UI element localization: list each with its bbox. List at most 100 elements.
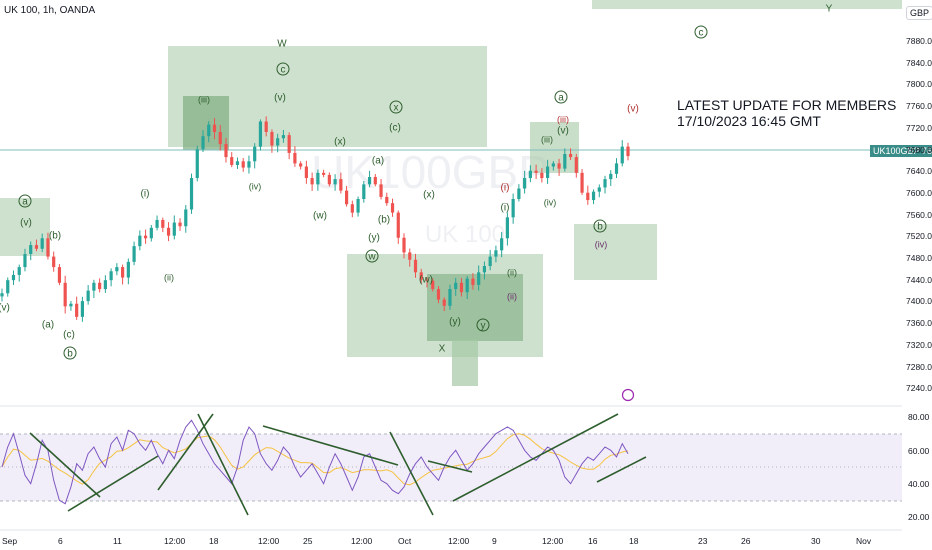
candle-body (620, 146, 624, 164)
wave-label[interactable]: a (558, 93, 564, 104)
rsi-axis-tick: 60.00 (908, 446, 930, 456)
wave-labels[interactable]: Wc (v) x (c) (iii) (iv) (x) (w) (a) (b) (y) w (x) (w)… (0, 4, 833, 402)
wave-label[interactable]: (v) (627, 104, 639, 115)
wave-label[interactable]: (x) (423, 190, 435, 201)
rsi-trendlines[interactable] (29, 413, 647, 516)
candle-body (109, 271, 113, 281)
time-axis-tick: 23 (698, 536, 708, 546)
candle-body (379, 184, 383, 197)
wave-label[interactable]: (i) (501, 183, 510, 194)
candle-body (155, 219, 159, 228)
wave-label[interactable]: (y) (368, 233, 380, 244)
wave-label[interactable]: b (67, 349, 73, 360)
candle-body (626, 146, 630, 157)
wave-label[interactable]: (ii) (507, 268, 517, 278)
price-axis-tick: 7720.0 (906, 122, 932, 133)
wave-label[interactable]: (i) (141, 189, 150, 200)
price-axis[interactable] (902, 0, 932, 550)
wave-label[interactable]: W (277, 39, 287, 50)
wave-label[interactable]: (v) (20, 218, 32, 229)
wave-label[interactable]: (b) (378, 215, 390, 226)
wave-label[interactable]: y (481, 321, 486, 332)
alert-icon[interactable] (621, 388, 635, 402)
wave-label[interactable]: (v) (274, 93, 286, 104)
wave-label[interactable]: (c) (389, 123, 401, 134)
wave-label[interactable]: (v) (0, 303, 10, 314)
candle-body (281, 135, 286, 139)
wave-label[interactable]: Y (826, 4, 833, 15)
candle-body (465, 278, 469, 293)
wave-label[interactable]: (iii) (557, 115, 569, 125)
wave-label[interactable]: (c) (63, 330, 75, 341)
rsi-trendline[interactable] (197, 413, 249, 516)
time-axis-tick: Sep (2, 536, 18, 546)
candle-body (52, 256, 56, 268)
rsi-trendline[interactable] (452, 413, 619, 502)
rsi-trendline[interactable] (67, 455, 159, 512)
zone-boxes[interactable] (0, 0, 902, 386)
candle-body (413, 259, 418, 273)
wave-label[interactable]: (iv) (595, 240, 608, 250)
candle-body (586, 192, 590, 201)
rsi-trendline[interactable] (389, 431, 434, 516)
wave-label[interactable]: (a) (372, 156, 384, 167)
price-axis-tick: 7600.0 (906, 187, 932, 198)
candle-body (40, 238, 44, 249)
wave-label[interactable]: (ii) (507, 292, 517, 302)
wave-label[interactable]: (v) (557, 126, 569, 137)
time-axis-tick: Oct (398, 536, 412, 546)
zone-box-x-low[interactable] (452, 340, 478, 386)
wave-label[interactable]: (a) (42, 320, 54, 331)
wave-label[interactable]: (i) (501, 203, 510, 214)
wave-label[interactable]: (w) (419, 275, 433, 286)
update-note[interactable]: LATEST UPDATE FOR MEMBERS 17/10/2023 16:… (677, 97, 896, 129)
wave-label[interactable]: (w) (313, 211, 327, 222)
wave-label[interactable]: (iv) (249, 182, 262, 192)
symbol-title[interactable]: UK 100, 1h, OANDA (4, 5, 96, 16)
time-axis-tick: 9 (492, 536, 497, 546)
candle-body (494, 250, 498, 257)
candle-body (448, 289, 452, 306)
wave-label[interactable]: c (699, 28, 704, 39)
update-note-line1: LATEST UPDATE FOR MEMBERS (677, 97, 897, 113)
time-axis-tick: Nov (856, 536, 872, 546)
rsi-trendline[interactable] (596, 456, 647, 483)
wave-label-circle (593, 219, 607, 233)
time-axis-tick: 18 (209, 536, 219, 546)
wave-label[interactable]: (x) (334, 137, 346, 148)
wave-label-circle (18, 194, 32, 208)
candle-body (304, 166, 308, 179)
wave-label[interactable]: a (22, 197, 28, 208)
candle-body (528, 170, 532, 179)
rsi-trendline[interactable] (29, 432, 101, 498)
wave-label[interactable]: c (281, 65, 286, 76)
candle-body (86, 290, 90, 302)
candle-body (580, 172, 584, 193)
candle-body (597, 187, 601, 192)
wave-label[interactable]: (iii) (541, 135, 553, 145)
wave-label[interactable]: (b) (49, 231, 61, 242)
wave-label[interactable]: X (439, 344, 446, 355)
candle-body (344, 190, 349, 205)
wave-label[interactable]: w (367, 252, 376, 263)
zone-box-y-top[interactable] (592, 0, 902, 9)
time-axis-tick: 26 (741, 536, 751, 546)
candle-body (373, 177, 377, 185)
candle-body (367, 177, 372, 185)
zone-box-y[interactable] (427, 274, 523, 341)
wave-label[interactable]: (y) (449, 317, 461, 328)
wave-label[interactable]: (iii) (198, 95, 210, 105)
candle-body (57, 267, 62, 283)
time-axis-tick: 6 (58, 536, 63, 546)
wave-label[interactable]: b (597, 222, 603, 233)
currency-badge[interactable]: GBP (906, 6, 932, 20)
watermark-symbol: UK100GBP (311, 146, 549, 198)
wave-label[interactable]: (ii) (164, 273, 174, 283)
zone-box-b[interactable] (574, 224, 657, 280)
candle-body (264, 121, 268, 132)
wave-label[interactable]: x (394, 103, 399, 114)
rsi-trendline[interactable] (262, 425, 399, 466)
rsi-trendline[interactable] (427, 460, 473, 473)
wave-label[interactable]: (iv) (544, 198, 557, 208)
